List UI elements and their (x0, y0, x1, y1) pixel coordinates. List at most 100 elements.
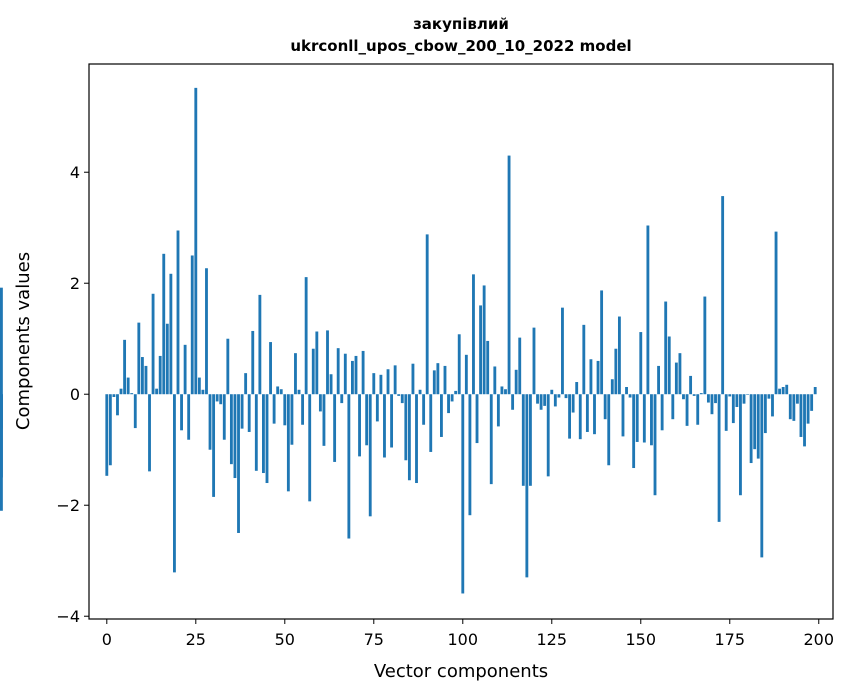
bar-164 (689, 375, 693, 395)
bar-97 (450, 394, 454, 402)
bar-96 (447, 394, 450, 414)
bar-147 (628, 394, 632, 398)
bar-98 (454, 390, 458, 395)
bar-83 (400, 394, 404, 404)
y-axis-label: Components values (13, 252, 34, 430)
bar-129 (564, 394, 568, 399)
bar-130 (568, 394, 571, 439)
bar-53 (294, 353, 297, 395)
bar-170 (710, 394, 714, 415)
bar-91 (429, 394, 433, 452)
bar-106 (482, 285, 486, 395)
bar-191 (785, 384, 789, 395)
bar-182 (753, 394, 757, 450)
bar-17 (165, 323, 169, 395)
bar-65 (336, 348, 340, 395)
bar-66 (340, 394, 344, 404)
bar-167 (699, 393, 703, 395)
x-tick-label: 0 (102, 630, 112, 649)
bar-57 (308, 394, 312, 502)
x-tick-label: 150 (625, 630, 656, 649)
bar-179 (742, 394, 746, 404)
bar-45 (265, 394, 269, 484)
x-tick-label: 200 (803, 630, 834, 649)
bar-148 (632, 394, 636, 469)
bar-172 (717, 394, 721, 522)
bar-160 (674, 362, 678, 395)
bar-108 (489, 394, 493, 485)
bar-175 (728, 394, 732, 397)
bar-151 (642, 394, 646, 443)
bar-194 (795, 394, 799, 404)
bar-101 (464, 354, 468, 395)
bar-43 (258, 294, 262, 395)
bar-55 (301, 394, 305, 425)
y-axis-ticks: −4 −2 0 2 4 (56, 163, 89, 626)
bar-41 (251, 330, 255, 395)
bar-56 (304, 277, 308, 395)
bar-120 (532, 327, 536, 395)
bar-187 (771, 394, 774, 417)
bar-128 (561, 307, 564, 395)
bar-78 (383, 394, 386, 458)
y-tick-label: 2 (70, 274, 80, 293)
bar-0 (105, 394, 109, 476)
bar-157 (664, 301, 668, 395)
bar-199 (813, 387, 817, 395)
bar-85 (407, 394, 411, 481)
bar-121 (536, 394, 539, 404)
bar-140 (603, 394, 607, 420)
bar-52 (290, 394, 294, 445)
bar-15 (158, 355, 162, 395)
bar-184 (760, 394, 764, 558)
bar-188 (774, 231, 778, 395)
bar-196 (803, 394, 806, 447)
x-axis-label: Vector components (374, 661, 548, 682)
bar-28 (205, 268, 208, 395)
y-tick-label: 0 (70, 385, 80, 404)
bar-79 (386, 369, 390, 395)
x-tick-label: 175 (714, 630, 745, 649)
bar-107 (486, 340, 490, 395)
bar-141 (607, 394, 611, 466)
bar-36 (233, 394, 237, 479)
bar-136 (589, 359, 593, 395)
bar-174 (724, 394, 728, 431)
bar-70 (354, 355, 358, 395)
bar-95 (443, 365, 447, 395)
bar-132 (575, 382, 579, 395)
bar-104 (475, 394, 479, 444)
bar-47 (272, 394, 276, 424)
bar-145 (621, 394, 625, 437)
bar-189 (778, 388, 782, 395)
bar-8 (133, 394, 137, 429)
bar-81 (393, 365, 397, 395)
bar-152 (646, 225, 650, 395)
bar-30 (212, 394, 216, 497)
bar-166 (696, 394, 700, 425)
bar-176 (731, 394, 735, 424)
bar-38 (240, 394, 244, 429)
x-tick-label: 75 (364, 630, 384, 649)
bar-72 (361, 350, 365, 395)
bar-168 (703, 296, 707, 395)
bar-100 (461, 394, 465, 594)
bar-102 (468, 394, 472, 516)
bar-60 (318, 394, 322, 412)
bar-20 (176, 230, 180, 395)
bar-46 (269, 342, 272, 395)
bars-group (0, 87, 817, 594)
bar-153 (650, 394, 653, 446)
x-tick-label: 125 (537, 630, 568, 649)
bar-40 (247, 394, 251, 432)
bar-173 (721, 196, 725, 395)
bar-161 (678, 353, 682, 395)
bar-144 (617, 316, 621, 395)
bar-193 (792, 394, 796, 421)
bar-162 (682, 394, 685, 400)
bar-138 (596, 360, 600, 395)
bar-25 (194, 87, 198, 395)
bar-94 (440, 394, 443, 437)
y-tick-label: −4 (56, 607, 80, 626)
bar-112 (504, 389, 507, 395)
